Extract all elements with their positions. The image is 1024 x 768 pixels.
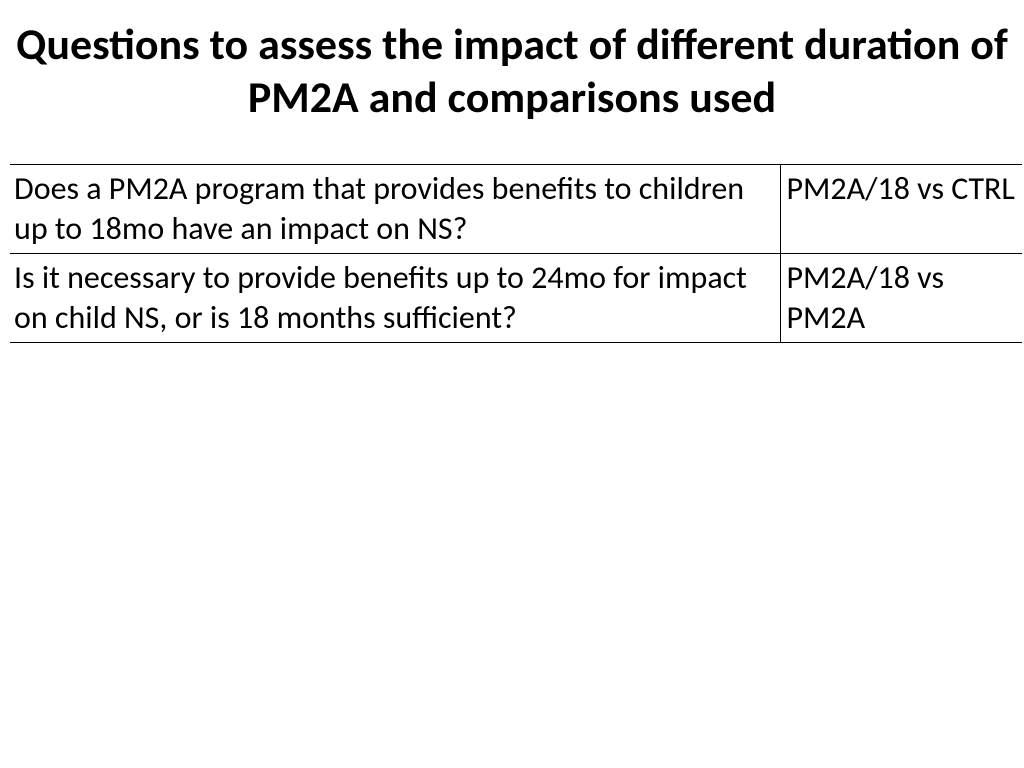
comparison-cell: PM2A/18 vs CTRL xyxy=(780,164,1022,253)
question-cell: Does a PM2A program that provides benefi… xyxy=(10,164,780,253)
comparison-table-container: Does a PM2A program that provides benefi… xyxy=(0,164,1024,343)
slide: Questions to assess the impact of differ… xyxy=(0,0,1024,768)
question-cell: Is it necessary to provide benefits up t… xyxy=(10,253,780,342)
slide-title: Questions to assess the impact of differ… xyxy=(0,0,1024,124)
comparison-cell: PM2A/18 vs PM2A xyxy=(780,253,1022,342)
comparison-table: Does a PM2A program that provides benefi… xyxy=(10,164,1022,343)
table-row: Is it necessary to provide benefits up t… xyxy=(10,253,1022,342)
table-row: Does a PM2A program that provides benefi… xyxy=(10,164,1022,253)
